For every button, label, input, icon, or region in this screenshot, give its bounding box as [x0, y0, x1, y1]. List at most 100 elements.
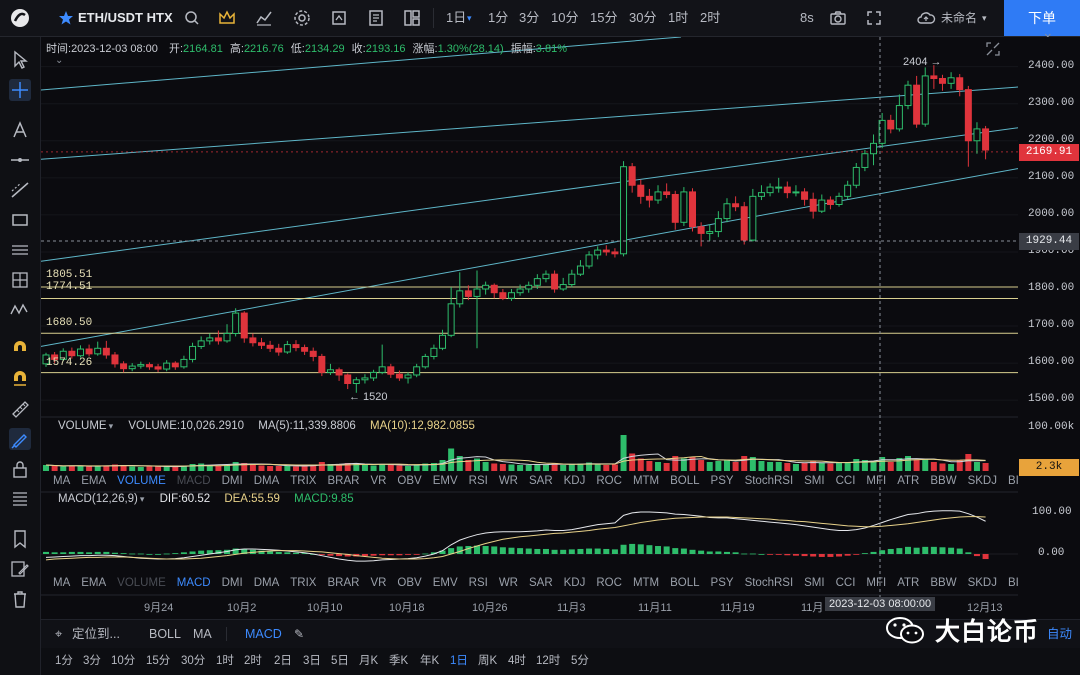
candle[interactable]	[559, 277, 567, 291]
candle[interactable]	[361, 374, 369, 384]
volume-dropdown-icon[interactable]: ▾	[108, 421, 114, 431]
candle[interactable]	[878, 112, 886, 149]
candle[interactable]	[232, 308, 240, 337]
candle[interactable]	[197, 336, 205, 350]
layout-name[interactable]: 未命名	[941, 11, 978, 25]
candle[interactable]	[464, 285, 472, 301]
candle[interactable]	[120, 361, 128, 373]
indicator-tab-obv[interactable]: OBV	[397, 577, 422, 589]
chart-canvas[interactable]	[41, 37, 1018, 617]
candle[interactable]	[818, 194, 826, 214]
indicator-tab-stochrsi[interactable]: StochRSI	[744, 577, 794, 589]
indicator-tab-bbw[interactable]: BBW	[930, 577, 957, 589]
candle[interactable]	[904, 80, 912, 110]
candle[interactable]	[525, 281, 533, 293]
candle[interactable]	[671, 190, 679, 230]
candle[interactable]	[947, 72, 955, 89]
indicator-tab-mtm[interactable]: MTM	[632, 475, 660, 487]
resolution-8[interactable]: 3日	[303, 655, 321, 667]
candle[interactable]	[861, 150, 869, 172]
candle[interactable]	[964, 85, 972, 167]
candle[interactable]	[395, 370, 403, 381]
ruler-icon[interactable]	[9, 398, 31, 420]
candle[interactable]	[275, 343, 283, 356]
candle[interactable]	[680, 187, 688, 226]
expand-chart-icon[interactable]	[985, 41, 1001, 60]
collapse-legend-icon[interactable]: ⌄	[55, 55, 64, 66]
indicator-tab-smi[interactable]: SMI	[804, 475, 825, 487]
candle[interactable]	[938, 74, 946, 91]
candle[interactable]	[620, 161, 628, 257]
study-macd[interactable]: MACD	[245, 627, 282, 641]
indicator-tab-atr[interactable]: ATR	[897, 577, 920, 589]
timeframe-dropdown-icon[interactable]: ▾	[467, 13, 472, 23]
candle[interactable]	[189, 342, 197, 363]
candle[interactable]	[223, 324, 231, 343]
indicator-tab-macd[interactable]: MACD	[176, 577, 211, 589]
resolution-16[interactable]: 12时	[536, 655, 561, 667]
candle[interactable]	[766, 183, 774, 197]
candle[interactable]	[344, 373, 352, 390]
indicator-tab-sar[interactable]: SAR	[528, 577, 553, 589]
candle[interactable]	[240, 311, 248, 343]
lock-icon[interactable]	[9, 458, 31, 480]
layout-grid-icon[interactable]	[403, 9, 421, 27]
resolution-14[interactable]: 周K	[478, 655, 498, 667]
macd-legend-name[interactable]: MACD(12,26,9)	[58, 493, 138, 505]
horizontal-line-icon[interactable]	[9, 149, 31, 171]
candle[interactable]	[516, 284, 524, 296]
candle[interactable]	[266, 340, 274, 352]
candle[interactable]	[326, 363, 334, 375]
candle[interactable]	[835, 192, 843, 207]
settings-gear-icon[interactable]	[293, 9, 311, 27]
timeframe-3m[interactable]: 3分	[519, 10, 540, 25]
resolution-15[interactable]: 4时	[508, 655, 526, 667]
resolution-1[interactable]: 3分	[83, 655, 101, 667]
candle[interactable]	[723, 198, 731, 223]
indicator-tab-cci[interactable]: CCI	[835, 577, 856, 589]
candle[interactable]	[421, 353, 429, 369]
indicator-tab-roc[interactable]: ROC	[596, 577, 622, 589]
candle[interactable]	[301, 344, 309, 355]
candle[interactable]	[663, 183, 671, 199]
candle[interactable]	[783, 181, 791, 199]
resolution-10[interactable]: 月K	[359, 655, 379, 667]
candle[interactable]	[68, 347, 76, 359]
locate-pin-icon[interactable]: ⌖	[55, 626, 63, 641]
candle[interactable]	[507, 289, 515, 301]
candle[interactable]	[749, 188, 757, 242]
parallel-lines-icon[interactable]	[9, 239, 31, 261]
order-button[interactable]: 下单	[1004, 0, 1080, 36]
template-icon[interactable]	[367, 9, 385, 27]
study-boll[interactable]: BOLL	[149, 627, 181, 641]
candle[interactable]	[757, 185, 765, 201]
candle[interactable]	[714, 211, 722, 238]
indicator-tab-ma[interactable]: MA	[53, 577, 71, 589]
candle[interactable]	[94, 341, 102, 356]
indicator-tab-vr[interactable]: VR	[370, 577, 387, 589]
trash-icon[interactable]	[9, 588, 31, 610]
candle[interactable]	[637, 179, 645, 204]
magnet-icon[interactable]	[9, 338, 31, 360]
indicator-tab-emv[interactable]: EMV	[432, 475, 458, 487]
macd-dropdown-icon[interactable]: ▾	[139, 494, 145, 504]
candle[interactable]	[163, 360, 171, 372]
candle[interactable]	[249, 333, 257, 347]
resolution-13[interactable]: 1日	[450, 655, 468, 667]
candle[interactable]	[258, 337, 265, 350]
candle[interactable]	[85, 344, 93, 357]
layout-dropdown-icon[interactable]: ▾	[982, 13, 987, 23]
candle[interactable]	[801, 188, 809, 206]
timeframe-1m[interactable]: 1分	[488, 10, 509, 25]
camera-icon[interactable]	[829, 9, 847, 27]
indicators-icon[interactable]	[255, 9, 273, 27]
candle[interactable]	[956, 74, 964, 97]
timeframe-30m[interactable]: 30分	[629, 10, 657, 25]
indicator-tab-skdj[interactable]: SKDJ	[967, 577, 997, 589]
indicator-tab-mtm[interactable]: MTM	[632, 577, 660, 589]
candle[interactable]	[137, 361, 145, 369]
candle[interactable]	[51, 352, 59, 364]
text-tool-icon[interactable]	[9, 119, 31, 141]
app-logo-icon[interactable]	[10, 8, 30, 28]
indicator-tab-boll[interactable]: BOLL	[670, 577, 700, 589]
